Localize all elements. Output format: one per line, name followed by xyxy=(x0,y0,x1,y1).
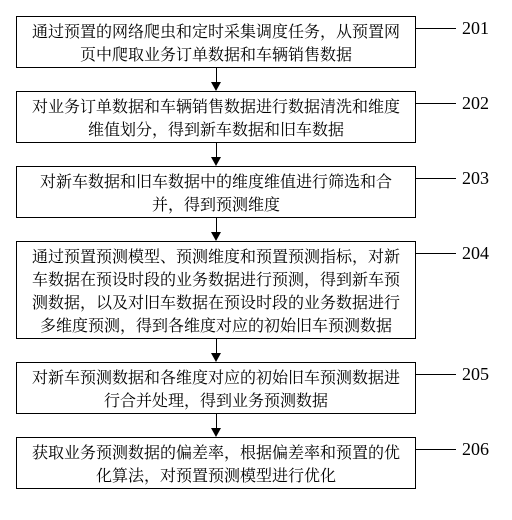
flow-step-text: 对业务订单数据和车辆销售数据进行数据清洗和维度维值划分，得到新车数据和旧车数据 xyxy=(27,94,405,140)
flow-step-text: 对新车预测数据和各维度对应的初始旧车预测数据进行合并处理，得到业务预测数据 xyxy=(27,365,405,411)
edge-shaft xyxy=(216,339,217,353)
flow-step-s2: 对业务订单数据和车辆销售数据进行数据清洗和维度维值划分，得到新车数据和旧车数据 xyxy=(16,91,416,143)
edge-arrowhead-icon xyxy=(211,82,221,91)
leader-line xyxy=(416,374,456,375)
flow-step-text: 获取业务预测数据的偏差率，根据偏差率和预置的优化算法，对预置预测模型进行优化 xyxy=(27,440,405,486)
edge-shaft xyxy=(216,143,217,157)
step-label: 203 xyxy=(462,168,489,189)
step-label: 205 xyxy=(462,364,489,385)
flow-step-s1: 通过预置的网络爬虫和定时采集调度任务，从预置网页中爬取业务订单数据和车辆销售数据 xyxy=(16,16,416,68)
edge-shaft xyxy=(216,414,217,428)
leader-line xyxy=(416,178,456,179)
flow-step-s5: 对新车预测数据和各维度对应的初始旧车预测数据进行合并处理，得到业务预测数据 xyxy=(16,362,416,414)
flow-step-text: 通过预置预测模型、预测维度和预置预测指标，对新车数据在预设时段的业务数据进行预测… xyxy=(27,244,405,337)
flow-step-text: 对新车数据和旧车数据中的维度维值进行筛选和合并，得到预测维度 xyxy=(27,169,405,215)
edge-arrowhead-icon xyxy=(211,232,221,241)
leader-line xyxy=(416,449,456,450)
flow-step-s4: 通过预置预测模型、预测维度和预置预测指标，对新车数据在预设时段的业务数据进行预测… xyxy=(16,241,416,339)
leader-line xyxy=(416,28,456,29)
flow-step-s6: 获取业务预测数据的偏差率，根据偏差率和预置的优化算法，对预置预测模型进行优化 xyxy=(16,437,416,489)
edge-arrowhead-icon xyxy=(211,157,221,166)
step-label: 202 xyxy=(462,93,489,114)
step-label: 201 xyxy=(462,18,489,39)
flow-step-text: 通过预置的网络爬虫和定时采集调度任务，从预置网页中爬取业务订单数据和车辆销售数据 xyxy=(27,19,405,65)
leader-line xyxy=(416,253,456,254)
leader-line xyxy=(416,103,456,104)
edge-arrowhead-icon xyxy=(211,353,221,362)
step-label: 204 xyxy=(462,243,489,264)
step-label: 206 xyxy=(462,439,489,460)
flow-step-s3: 对新车数据和旧车数据中的维度维值进行筛选和合并，得到预测维度 xyxy=(16,166,416,218)
edge-shaft xyxy=(216,68,217,82)
edge-shaft xyxy=(216,218,217,232)
edge-arrowhead-icon xyxy=(211,428,221,437)
